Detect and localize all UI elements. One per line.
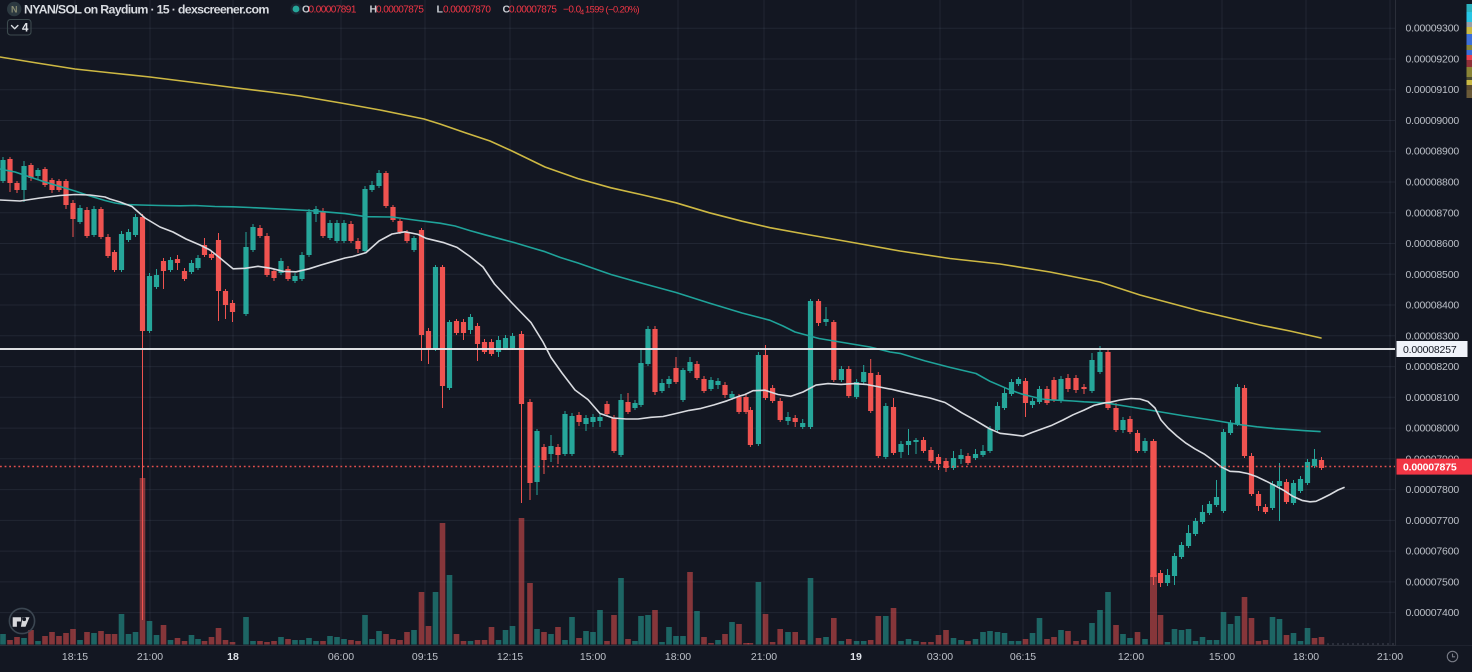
- svg-text:0.00008700: 0.00008700: [1406, 207, 1460, 219]
- svg-text:0.00009000: 0.00009000: [1406, 115, 1460, 127]
- svg-text:12:00: 12:00: [1118, 651, 1144, 663]
- svg-text:12:15: 12:15: [497, 651, 523, 663]
- svg-text:21:00: 21:00: [137, 651, 163, 663]
- svg-text:0.00007400: 0.00007400: [1406, 607, 1460, 619]
- svg-text:0.00008000: 0.00008000: [1406, 423, 1460, 435]
- svg-text:−0.0: −0.0: [563, 5, 582, 16]
- svg-text:0.00007600: 0.00007600: [1406, 546, 1460, 558]
- svg-text:4: 4: [580, 8, 584, 17]
- svg-text:0.00008400: 0.00008400: [1406, 300, 1460, 312]
- svg-text:N: N: [11, 4, 18, 14]
- svg-text:03:00: 03:00: [927, 651, 953, 663]
- svg-text:0.00007870: 0.00007870: [443, 5, 491, 16]
- svg-text:0.00007875: 0.00007875: [509, 5, 557, 16]
- svg-text:0.00007875: 0.00007875: [376, 5, 424, 16]
- svg-text:0.00007891: 0.00007891: [309, 5, 357, 16]
- svg-text:21:00: 21:00: [1377, 651, 1403, 663]
- svg-text:0.00008600: 0.00008600: [1406, 238, 1460, 250]
- svg-text:0.00007500: 0.00007500: [1406, 576, 1460, 588]
- svg-text:0.00007700: 0.00007700: [1406, 515, 1460, 527]
- svg-text:NYAN/SOL on Raydium · 15 · dex: NYAN/SOL on Raydium · 15 · dexscreener.c…: [24, 3, 269, 17]
- svg-text:0.00008500: 0.00008500: [1406, 269, 1460, 281]
- svg-text:18:00: 18:00: [665, 651, 691, 663]
- svg-text:1599 (−0.20%): 1599 (−0.20%): [585, 5, 640, 15]
- svg-text:4: 4: [22, 23, 29, 35]
- svg-text:0.00007800: 0.00007800: [1406, 484, 1460, 496]
- svg-text:18: 18: [227, 651, 239, 663]
- svg-text:0.00008300: 0.00008300: [1406, 330, 1460, 342]
- svg-text:0.00008257: 0.00008257: [1403, 344, 1457, 356]
- svg-text:06:00: 06:00: [328, 651, 354, 663]
- svg-text:0.00009100: 0.00009100: [1406, 84, 1460, 96]
- svg-text:0.00009300: 0.00009300: [1406, 23, 1460, 35]
- svg-text:0.00007875: 0.00007875: [1403, 462, 1457, 474]
- svg-text:06:15: 06:15: [1010, 651, 1036, 663]
- svg-text:O: O: [302, 4, 310, 16]
- svg-text:21:00: 21:00: [751, 651, 777, 663]
- svg-text:18:00: 18:00: [1293, 651, 1319, 663]
- svg-text:0.00008900: 0.00008900: [1406, 146, 1460, 158]
- svg-text:0.00008200: 0.00008200: [1406, 361, 1460, 373]
- svg-text:C: C: [503, 4, 511, 16]
- svg-text:L: L: [437, 4, 444, 16]
- svg-text:19: 19: [850, 651, 862, 663]
- svg-text:15:00: 15:00: [580, 651, 606, 663]
- svg-text:15:00: 15:00: [1209, 651, 1235, 663]
- svg-text:09:15: 09:15: [412, 651, 438, 663]
- svg-text:0.00008800: 0.00008800: [1406, 177, 1460, 189]
- svg-text:H: H: [370, 4, 378, 16]
- svg-text:0.00009200: 0.00009200: [1406, 54, 1460, 66]
- svg-text:18:15: 18:15: [62, 651, 88, 663]
- svg-text:0.00008100: 0.00008100: [1406, 392, 1460, 404]
